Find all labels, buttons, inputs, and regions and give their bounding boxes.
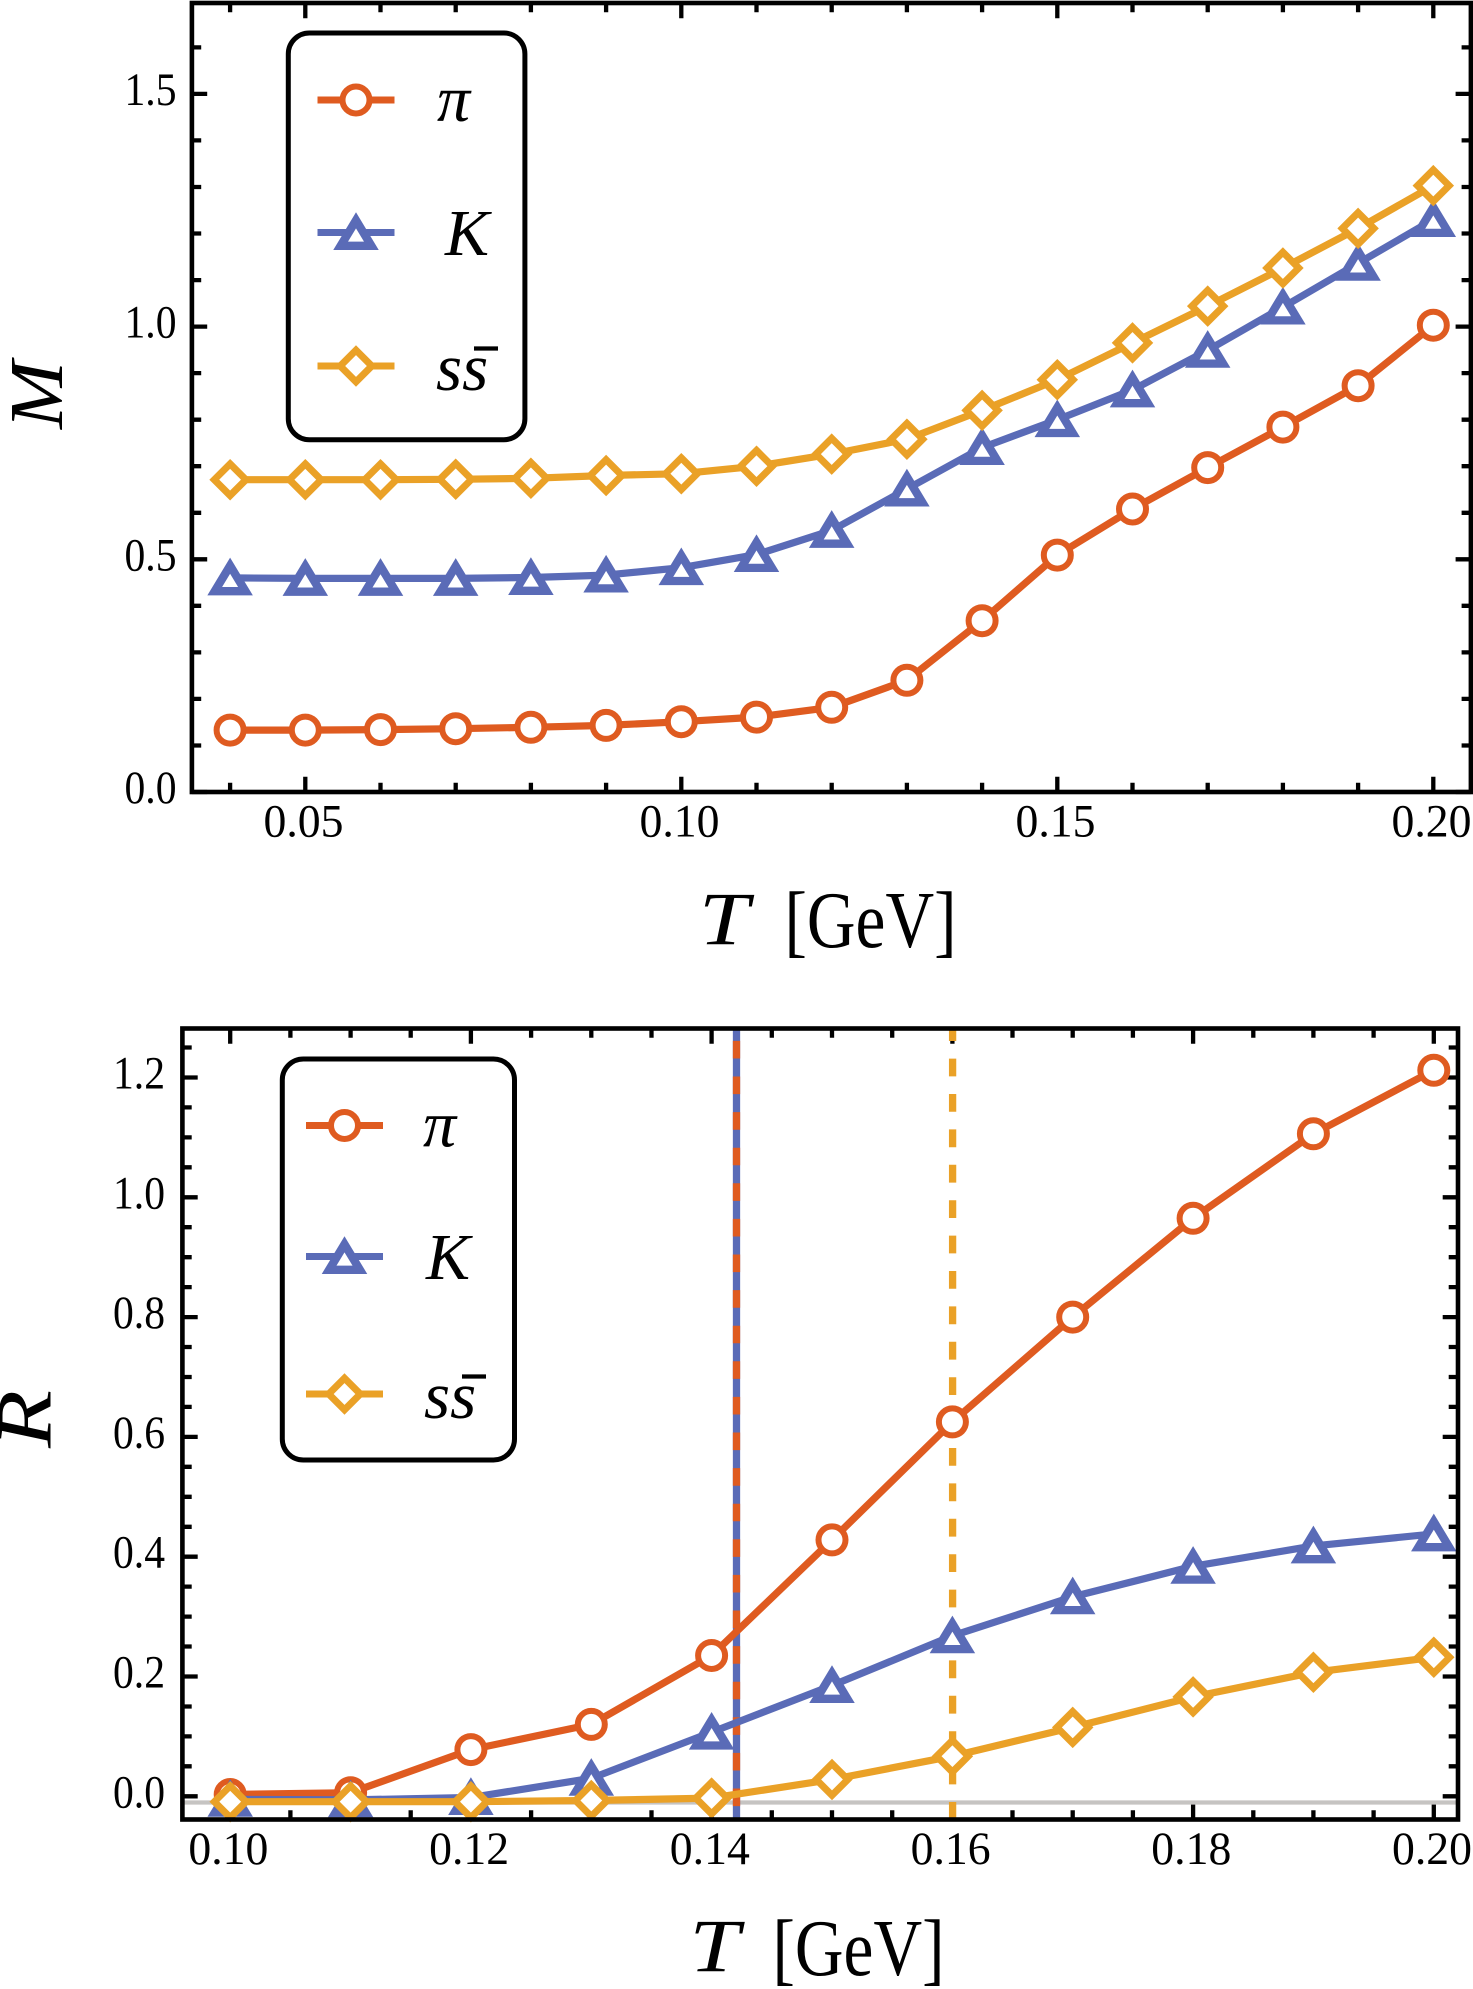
svg-text:0.05: 0.05 (264, 796, 344, 848)
svg-text:0.2: 0.2 (113, 1647, 165, 1699)
svg-text:[GeV]: [GeV] (785, 877, 957, 965)
svg-text:0.14: 0.14 (670, 1823, 750, 1875)
svg-text:1.2: 1.2 (113, 1048, 165, 1100)
svg-text:0.20: 0.20 (1392, 796, 1472, 848)
svg-text:[GeV]: [GeV] (773, 1905, 945, 1989)
svg-text:ss: ss (436, 331, 488, 405)
svg-text:T: T (699, 878, 755, 961)
svg-text:M: M (0, 357, 79, 430)
svg-text:0.16: 0.16 (911, 1823, 991, 1875)
svg-text:0.12: 0.12 (429, 1823, 509, 1875)
svg-text:0.18: 0.18 (1151, 1823, 1231, 1875)
svg-text:π: π (437, 63, 472, 136)
svg-text:K: K (444, 197, 492, 270)
svg-text:0.6: 0.6 (113, 1407, 165, 1459)
svg-text:ss: ss (424, 1359, 476, 1433)
svg-text:π: π (423, 1089, 458, 1162)
svg-text:1.0: 1.0 (113, 1167, 165, 1219)
svg-text:0.10: 0.10 (188, 1823, 268, 1875)
svg-text:0.15: 0.15 (1016, 796, 1096, 848)
svg-text:0.0: 0.0 (113, 1766, 165, 1818)
svg-text:1.0: 1.0 (125, 297, 177, 349)
svg-text:0.20: 0.20 (1392, 1823, 1472, 1875)
svg-text:K: K (425, 1221, 473, 1294)
svg-text:0.0: 0.0 (125, 762, 177, 814)
svg-text:0.8: 0.8 (113, 1287, 165, 1339)
svg-text:0.4: 0.4 (113, 1527, 165, 1579)
svg-text:0.5: 0.5 (125, 529, 177, 581)
svg-text:R: R (0, 1390, 67, 1449)
svg-text:0.10: 0.10 (640, 796, 720, 848)
svg-text:1.5: 1.5 (125, 64, 177, 116)
svg-text:T: T (690, 1905, 746, 1988)
